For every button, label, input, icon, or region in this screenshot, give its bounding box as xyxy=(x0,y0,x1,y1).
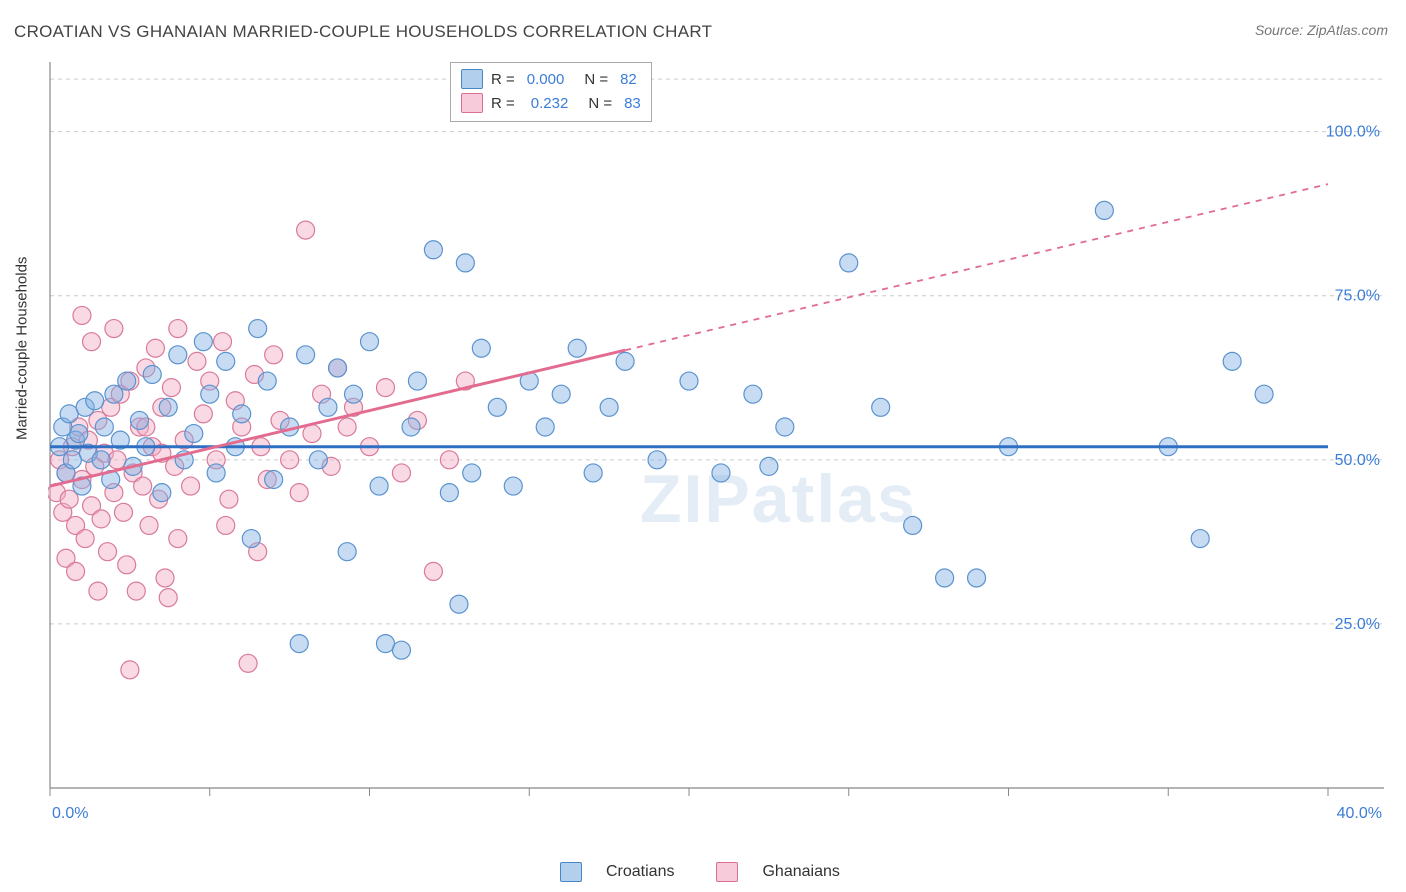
swatch-pink-icon xyxy=(461,93,483,113)
legend-row-croatians: R = 0.000 N = 82 xyxy=(461,67,641,91)
legend-n-ghanaians: 83 xyxy=(620,95,641,112)
svg-text:50.0%: 50.0% xyxy=(1335,452,1380,469)
y-axis-label: Married-couple Households xyxy=(14,257,31,440)
legend-label-ghanaians: Ghanaians xyxy=(762,863,839,881)
swatch-blue-icon xyxy=(461,69,483,89)
scatter-plot: 25.0% 50.0% 75.0% 100.0% 0.0% 40.0% xyxy=(48,58,1388,828)
chart-container: CROATIAN VS GHANAIAN MARRIED-COUPLE HOUS… xyxy=(0,0,1406,892)
swatch-pink-icon xyxy=(716,862,738,882)
source-label: Source: ZipAtlas.com xyxy=(1255,22,1388,38)
legend-r-ghanaians: 0.232 xyxy=(523,95,569,112)
legend-label-croatians: Croatians xyxy=(606,863,674,881)
legend-r-label: R = xyxy=(491,71,515,88)
legend-row-ghanaians: R = 0.232 N = 83 xyxy=(461,91,641,115)
swatch-blue-icon xyxy=(560,862,582,882)
legend-r-label: R = xyxy=(491,95,515,112)
legend-stats: R = 0.000 N = 82 R = 0.232 N = 83 xyxy=(450,62,652,122)
svg-text:75.0%: 75.0% xyxy=(1335,288,1380,305)
svg-text:25.0%: 25.0% xyxy=(1335,616,1380,633)
legend-n-croatians: 82 xyxy=(616,71,637,88)
chart-title: CROATIAN VS GHANAIAN MARRIED-COUPLE HOUS… xyxy=(14,22,712,42)
svg-text:40.0%: 40.0% xyxy=(1337,805,1382,822)
legend-series: Croatians Ghanaians xyxy=(560,862,840,882)
legend-n-label: N = xyxy=(576,95,612,112)
svg-text:0.0%: 0.0% xyxy=(52,805,88,822)
legend-n-label: N = xyxy=(572,71,608,88)
legend-r-croatians: 0.000 xyxy=(523,71,565,88)
svg-text:100.0%: 100.0% xyxy=(1326,124,1380,141)
